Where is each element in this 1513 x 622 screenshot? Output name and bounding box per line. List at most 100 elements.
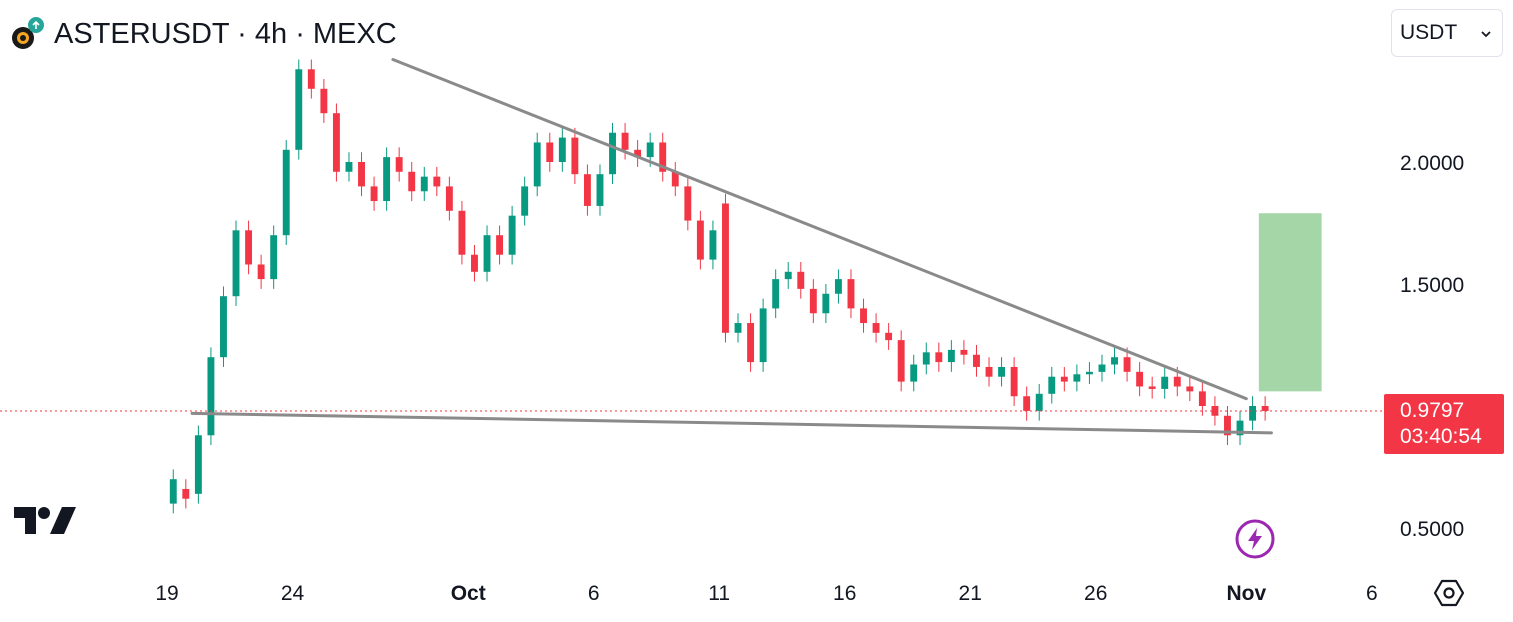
candle-body [295, 69, 303, 150]
candle-body [571, 137, 579, 175]
candle-body [784, 271, 792, 280]
lightning-bolt-icon[interactable] [1235, 519, 1275, 559]
candle-body [596, 174, 604, 206]
candle-body [797, 271, 805, 289]
candle-body [1073, 374, 1081, 382]
candle-body [558, 137, 566, 162]
candle-body [220, 296, 227, 358]
candle-body [245, 230, 253, 265]
candle-body [521, 186, 529, 216]
x-tick-label: 6 [1366, 582, 1378, 605]
candle-body [834, 279, 842, 294]
candle-body [646, 142, 654, 158]
candle-body [1211, 406, 1219, 416]
candle-body [408, 171, 416, 192]
candle-body [847, 279, 855, 309]
candle-body [483, 235, 491, 272]
candle-body [1173, 376, 1181, 387]
candle-body [1085, 371, 1093, 375]
x-tick-label: 24 [281, 582, 305, 605]
x-tick-label: Nov [1226, 582, 1266, 605]
candle-body [345, 162, 353, 172]
candle-body [1023, 396, 1031, 411]
candle-body [910, 364, 918, 382]
candle-body [1161, 376, 1169, 389]
aster-coin-icon [12, 17, 44, 49]
candle-body [1186, 386, 1194, 392]
candle-body [207, 357, 215, 436]
candle-body [458, 210, 466, 255]
candle-body [471, 254, 478, 272]
tradingview-logo-icon[interactable] [14, 504, 78, 541]
candle-body [772, 279, 780, 309]
candle-body [659, 142, 667, 172]
candle-body [1136, 371, 1144, 387]
candle-body [583, 174, 591, 206]
candle-body [232, 230, 240, 297]
candle-body [998, 366, 1006, 377]
candle-body [533, 142, 541, 187]
upper-trendline[interactable] [391, 58, 1248, 401]
candle-body [696, 220, 704, 260]
candle-body [1261, 406, 1269, 411]
symbol-title[interactable]: ASTERUSDT · 4h · MEXC [54, 17, 397, 50]
candle-body [684, 186, 692, 221]
candle-body [960, 349, 968, 355]
chart-header: ASTERUSDT · 4h · MEXC [10, 14, 397, 54]
x-tick-label: 11 [708, 582, 730, 605]
y-tick-label: 2.0000 [1400, 152, 1464, 175]
candle-body [332, 113, 340, 172]
candle-body [358, 162, 365, 187]
candle-body [1111, 357, 1118, 365]
candle-body [822, 293, 830, 314]
candle-body [722, 203, 729, 333]
candle-body [747, 323, 755, 363]
candle-body [182, 488, 190, 499]
candle-body [709, 230, 717, 260]
candle-body [282, 149, 290, 236]
candle-body [947, 349, 955, 363]
x-tick-label: 21 [959, 582, 982, 605]
candle-body [1060, 376, 1068, 382]
x-tick-label: 19 [155, 582, 178, 605]
candle-body [1236, 420, 1244, 436]
candle-body [609, 132, 616, 175]
candle-body [307, 69, 315, 89]
settings-hexagon-icon[interactable] [1432, 576, 1466, 610]
candle-body [383, 157, 391, 202]
candle-body [621, 132, 629, 150]
candle-body [445, 186, 453, 211]
target-box[interactable] [1258, 213, 1322, 392]
candle-body [433, 176, 441, 187]
currency-select-value: USDT [1400, 21, 1458, 44]
candle-body [496, 235, 504, 255]
x-tick-label: 26 [1084, 582, 1107, 605]
candle-body [1148, 386, 1156, 389]
candle-body [860, 308, 867, 324]
currency-select[interactable]: USDT [1391, 9, 1503, 57]
candle-body [169, 479, 177, 504]
candle-body [270, 235, 278, 280]
lower-trendline[interactable] [190, 411, 1273, 435]
candlestick-series [169, 59, 1269, 514]
candle-body [872, 323, 880, 333]
candle-body [370, 186, 378, 202]
candle-body [1048, 376, 1056, 394]
candle-body [508, 215, 516, 255]
candle-body [1249, 406, 1257, 421]
y-tick-label: 1.5000 [1400, 274, 1464, 297]
candle-body [935, 352, 943, 363]
candle-body [546, 142, 554, 162]
candle-body [1224, 415, 1231, 436]
candle-body [1123, 357, 1131, 372]
x-axis-ticks: 19 24 Oct 6 11 16 21 26 Nov 6 [155, 582, 1377, 605]
candle-body [897, 340, 905, 382]
candle-body [809, 288, 817, 314]
candle-body [1010, 366, 1018, 397]
last-price-value: 0.9797 [1400, 399, 1465, 422]
candle-body [671, 171, 679, 187]
candle-body [759, 308, 767, 363]
chevron-down-icon [1480, 25, 1492, 41]
x-tick-label: 6 [588, 582, 600, 605]
